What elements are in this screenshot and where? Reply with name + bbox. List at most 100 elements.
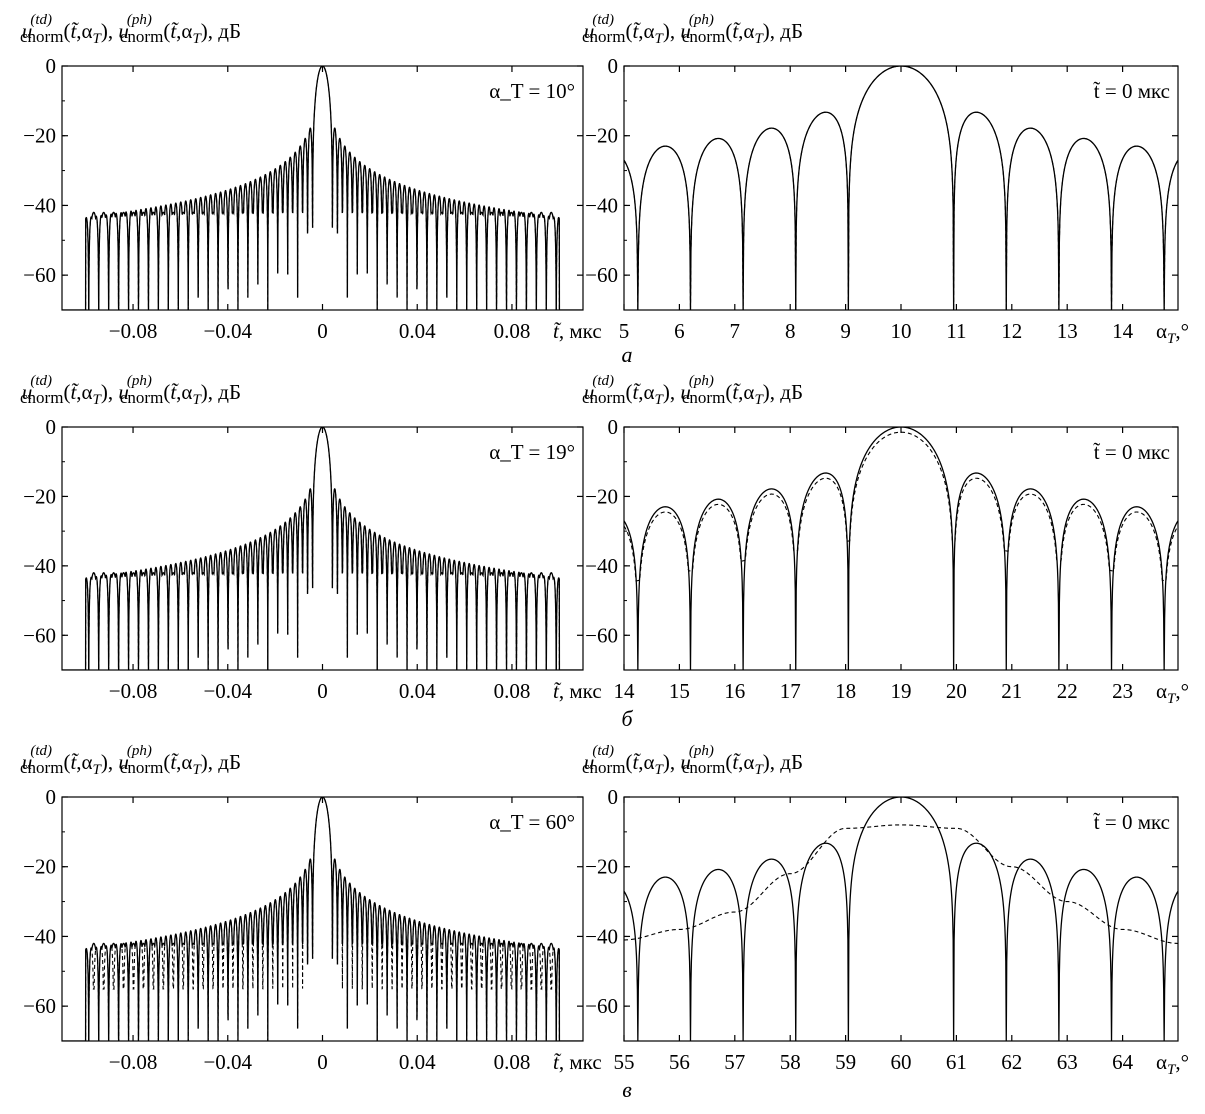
x-tick-label: 11 bbox=[946, 319, 966, 343]
row-letter-2: в bbox=[622, 1077, 632, 1102]
curves bbox=[62, 797, 583, 1041]
y-tick-label: −60 bbox=[585, 263, 618, 287]
panel-annotation: t̃ = 0 мкс bbox=[1093, 79, 1170, 103]
series-solid-line bbox=[62, 797, 583, 1041]
y-tick-label: 0 bbox=[608, 54, 619, 78]
y-tick-label: −20 bbox=[585, 855, 618, 879]
y-tick-label: −40 bbox=[23, 554, 56, 578]
x-tick-label: 9 bbox=[840, 319, 851, 343]
x-tick-label: 0 bbox=[317, 1050, 328, 1074]
x-axis-label: t̃, мкс bbox=[553, 1050, 602, 1074]
y-tick-label: −20 bbox=[23, 124, 56, 148]
y-tick-label: −20 bbox=[23, 855, 56, 879]
x-tick-label: 23 bbox=[1112, 679, 1133, 703]
x-tick-label: 22 bbox=[1057, 679, 1078, 703]
x-tick-label: −0.08 bbox=[109, 679, 158, 703]
x-axis-label: αT,° bbox=[1156, 679, 1189, 707]
x-axis-label: αT,° bbox=[1156, 319, 1189, 347]
x-tick-label: 0.08 bbox=[494, 679, 531, 703]
panel-annotation: α_T = 60° bbox=[489, 810, 575, 834]
x-tick-label: 63 bbox=[1057, 1050, 1078, 1074]
chart-panel-c-left: u(td) cnorm(t̃,αT), u(ph) cnorm(t̃,αT), дБ… bbox=[20, 743, 602, 1074]
series-solid-line bbox=[624, 797, 1178, 1041]
x-tick-label: 0.04 bbox=[399, 319, 436, 343]
x-tick-label: 19 bbox=[891, 679, 912, 703]
y-tick-label: −60 bbox=[585, 623, 618, 647]
x-tick-label: 0.08 bbox=[494, 1050, 531, 1074]
y-axis-label: u(td) cnorm(t̃,αT), u(ph) cnorm(t̃,αT), дБ bbox=[20, 373, 241, 408]
curves bbox=[624, 797, 1178, 1041]
curves bbox=[624, 427, 1178, 670]
x-axis-label: t̃, мкс bbox=[553, 679, 602, 703]
y-tick-label: −40 bbox=[23, 193, 56, 217]
y-axis-label: u(td) cnorm(t̃,αT), u(ph) cnorm(t̃,αT), дБ bbox=[20, 743, 241, 778]
x-tick-label: 18 bbox=[835, 679, 856, 703]
series-dashed-line bbox=[62, 66, 583, 310]
x-tick-label: 5 bbox=[619, 319, 630, 343]
y-tick-label: −40 bbox=[585, 924, 618, 948]
x-tick-label: 14 bbox=[614, 679, 636, 703]
y-tick-label: 0 bbox=[46, 415, 57, 439]
y-tick-label: −20 bbox=[23, 484, 56, 508]
series-dashed-line bbox=[62, 427, 583, 670]
series-dashed-line bbox=[624, 824, 1178, 944]
series-dashed-line bbox=[624, 66, 1178, 310]
curves bbox=[62, 427, 583, 670]
x-tick-label: 6 bbox=[674, 319, 685, 343]
x-tick-label: 15 bbox=[669, 679, 690, 703]
row-letter-1: б bbox=[621, 706, 633, 731]
y-tick-label: −40 bbox=[23, 924, 56, 948]
panel-annotation: α_T = 19° bbox=[489, 440, 575, 464]
y-axis-label: u(td) cnorm(t̃,αT), u(ph) cnorm(t̃,αT), дБ bbox=[582, 373, 803, 408]
x-tick-label: 62 bbox=[1001, 1050, 1022, 1074]
y-tick-label: −60 bbox=[23, 623, 56, 647]
x-tick-label: 12 bbox=[1001, 319, 1022, 343]
y-tick-label: −60 bbox=[585, 994, 618, 1018]
panel-annotation: α_T = 10° bbox=[489, 79, 575, 103]
x-tick-label: −0.04 bbox=[203, 679, 252, 703]
x-tick-label: 61 bbox=[946, 1050, 967, 1074]
x-tick-label: 7 bbox=[730, 319, 741, 343]
x-tick-label: −0.08 bbox=[109, 1050, 158, 1074]
x-tick-label: 13 bbox=[1057, 319, 1078, 343]
y-axis-label: u(td) cnorm(t̃,αT), u(ph) cnorm(t̃,αT), дБ bbox=[582, 743, 803, 778]
x-tick-label: 16 bbox=[724, 679, 745, 703]
chart-panel-c-right: u(td) cnorm(t̃,αT), u(ph) cnorm(t̃,αT), дБ… bbox=[582, 743, 1189, 1078]
x-tick-label: 58 bbox=[780, 1050, 801, 1074]
x-tick-label: 55 bbox=[614, 1050, 635, 1074]
chart-panel-b-right: u(td) cnorm(t̃,αT), u(ph) cnorm(t̃,αT), дБ… bbox=[582, 373, 1189, 707]
x-tick-label: 0.08 bbox=[494, 319, 531, 343]
row-letter-0: а bbox=[622, 342, 633, 367]
x-tick-label: −0.04 bbox=[203, 319, 252, 343]
y-tick-label: 0 bbox=[46, 785, 57, 809]
x-tick-label: 8 bbox=[785, 319, 796, 343]
series-solid-line bbox=[624, 427, 1178, 670]
curves bbox=[624, 66, 1178, 310]
chart-panel-b-left: u(td) cnorm(t̃,αT), u(ph) cnorm(t̃,αT), дБ… bbox=[20, 373, 602, 703]
chart-panel-a-left: u(td) cnorm(t̃,αT), u(ph) cnorm(t̃,αT), дБ… bbox=[20, 12, 602, 343]
y-tick-label: 0 bbox=[46, 54, 57, 78]
y-tick-label: −40 bbox=[585, 193, 618, 217]
y-tick-label: −60 bbox=[23, 994, 56, 1018]
x-tick-label: 10 bbox=[891, 319, 912, 343]
x-tick-label: 0 bbox=[317, 679, 328, 703]
x-tick-label: 0.04 bbox=[399, 1050, 436, 1074]
x-tick-label: 59 bbox=[835, 1050, 856, 1074]
x-tick-label: 60 bbox=[891, 1050, 912, 1074]
x-tick-label: −0.04 bbox=[203, 1050, 252, 1074]
x-axis-label: t̃, мкс bbox=[553, 319, 602, 343]
x-tick-label: 57 bbox=[724, 1050, 745, 1074]
y-tick-label: 0 bbox=[608, 785, 619, 809]
curves bbox=[62, 66, 583, 310]
y-tick-label: −20 bbox=[585, 484, 618, 508]
x-tick-label: 21 bbox=[1001, 679, 1022, 703]
x-tick-label: 56 bbox=[669, 1050, 690, 1074]
y-tick-label: −60 bbox=[23, 263, 56, 287]
panel-annotation: t̃ = 0 мкс bbox=[1093, 440, 1170, 464]
y-axis-label: u(td) cnorm(t̃,αT), u(ph) cnorm(t̃,αT), дБ bbox=[582, 12, 803, 47]
x-axis-label: αT,° bbox=[1156, 1050, 1189, 1078]
y-tick-label: −20 bbox=[585, 124, 618, 148]
x-tick-label: 0.04 bbox=[399, 679, 436, 703]
y-tick-label: −40 bbox=[585, 554, 618, 578]
